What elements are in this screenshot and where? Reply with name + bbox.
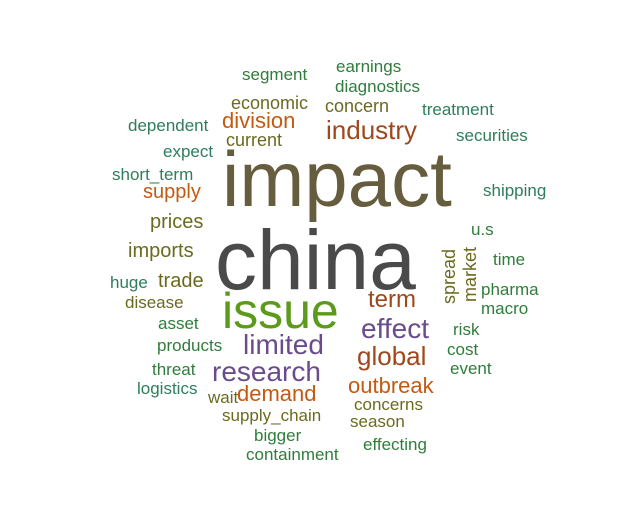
word-supply: supply bbox=[143, 181, 201, 203]
word-short-term: short_term bbox=[112, 165, 194, 184]
word-term: term bbox=[368, 286, 416, 313]
word-research: research bbox=[212, 356, 321, 387]
word-risk: risk bbox=[453, 320, 480, 339]
word-securities: securities bbox=[456, 126, 528, 145]
word-supply-chain: supply_chain bbox=[222, 406, 322, 425]
word-season: season bbox=[350, 412, 405, 431]
word-macro: macro bbox=[481, 299, 529, 318]
word-china: china bbox=[215, 213, 416, 307]
word-market: market bbox=[460, 246, 480, 302]
word-products: products bbox=[157, 336, 223, 355]
word-demand: demand bbox=[237, 381, 317, 406]
word-issue: issue bbox=[222, 283, 339, 339]
word-expect: expect bbox=[163, 142, 214, 161]
word-treatment: treatment bbox=[422, 100, 494, 119]
word-cost: cost bbox=[447, 340, 479, 359]
word-diagnostics: diagnostics bbox=[335, 77, 421, 96]
word-wait: wait bbox=[208, 388, 239, 407]
word-spread: spread bbox=[439, 248, 459, 304]
word-huge: huge bbox=[110, 273, 148, 292]
word-concerns: concerns bbox=[354, 395, 423, 414]
word-prices: prices bbox=[150, 211, 204, 233]
word-economic: economic bbox=[231, 93, 309, 113]
word-effecting: effecting bbox=[363, 435, 427, 454]
word-imports: imports bbox=[128, 240, 194, 262]
word-asset: asset bbox=[158, 314, 199, 333]
word-effect: effect bbox=[361, 313, 429, 344]
word-global: global bbox=[357, 341, 427, 371]
word-time: time bbox=[493, 250, 526, 269]
word-threat: threat bbox=[152, 360, 196, 379]
word-segment: segment bbox=[242, 65, 308, 84]
word-concern: concern bbox=[325, 96, 390, 116]
word-bigger: bigger bbox=[254, 426, 302, 445]
word-current: current bbox=[226, 130, 283, 150]
word-pharma: pharma bbox=[481, 280, 539, 299]
word-division: division bbox=[222, 108, 296, 133]
word-trade: trade bbox=[158, 270, 204, 292]
word-limited: limited bbox=[243, 329, 324, 360]
word-dependent: dependent bbox=[128, 116, 209, 135]
word-outbreak: outbreak bbox=[348, 373, 434, 398]
word-disease: disease bbox=[125, 293, 184, 312]
word-industry: industry bbox=[326, 115, 418, 145]
word-logistics: logistics bbox=[137, 379, 198, 398]
word-containment: containment bbox=[246, 445, 339, 464]
word-us: u.s bbox=[471, 220, 494, 239]
word-earnings: earnings bbox=[336, 57, 402, 76]
word-impact: impact bbox=[222, 135, 452, 223]
word-shipping: shipping bbox=[483, 181, 547, 200]
word-event: event bbox=[450, 359, 492, 378]
